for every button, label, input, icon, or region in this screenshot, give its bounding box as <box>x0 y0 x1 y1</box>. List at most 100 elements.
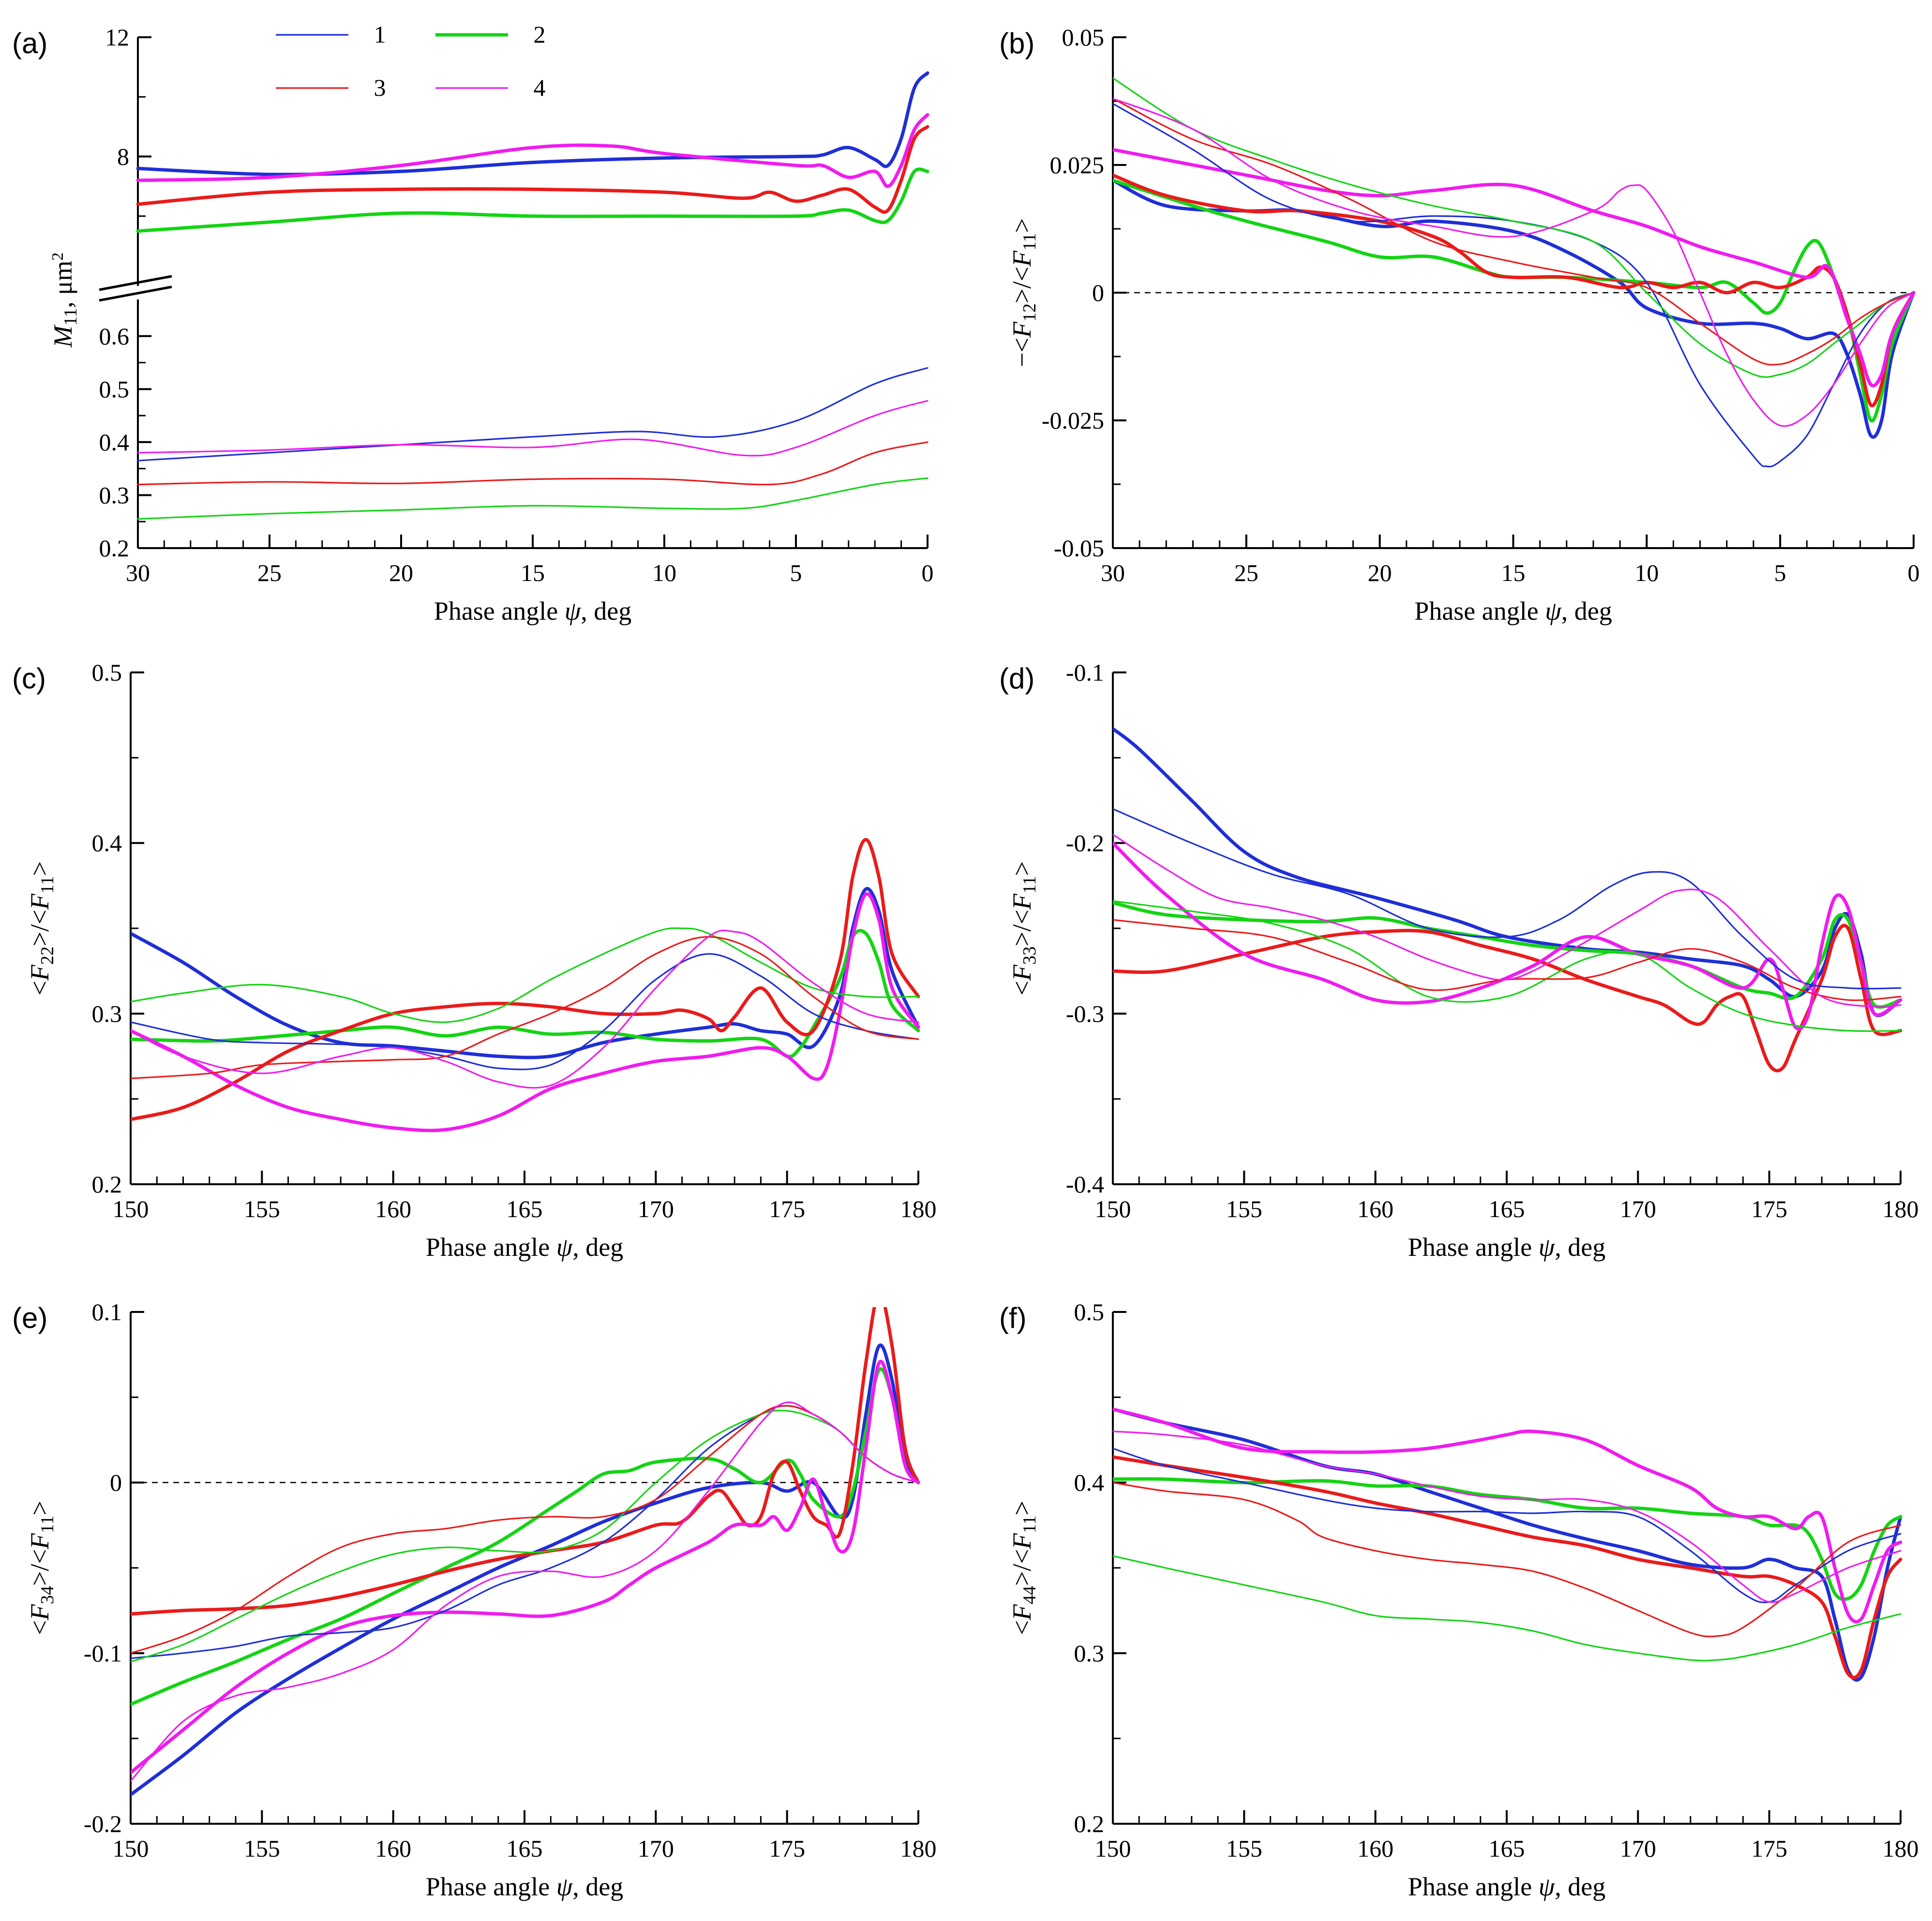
x-tick-label-b: 15 <box>1501 559 1526 586</box>
panel-d: 150 155 160 165 170 175 180 Phase angle ψ, deg -… <box>999 659 1919 1262</box>
legend-label-2: 2 <box>534 21 546 48</box>
panel-label-e: (e) <box>12 1302 47 1334</box>
x-tick-label-d: 165 <box>1489 1195 1525 1222</box>
y-tick-label-b: 0.025 <box>1050 151 1105 179</box>
x-tick-label-b: 10 <box>1634 559 1659 586</box>
series-line-f-1-thick <box>1113 1407 1902 1682</box>
y-tick-label-b: -0.05 <box>1054 535 1104 562</box>
series-line-a-2-thick <box>136 167 929 233</box>
series-line-d-1-thin <box>1113 808 1902 990</box>
series-line-f-2-thin <box>1113 1555 1902 1662</box>
y-axis-label-f: <F44>/<F11> <box>1007 1501 1040 1635</box>
legend-a: 1 2 3 4 <box>276 21 546 101</box>
x-tick-label-b: 5 <box>1774 559 1786 586</box>
x-tick-label-a: 0 <box>922 559 934 586</box>
y-axis-label-a: M11, μm2 <box>48 253 81 348</box>
series-line-e-1-thin <box>131 1405 919 1659</box>
x-tick-label-b: 0 <box>1908 559 1920 586</box>
series-line-f-3-thick <box>1113 1455 1902 1680</box>
x-tick-label-a: 20 <box>389 559 413 586</box>
series-line-d-4-thick <box>1113 841 1902 1031</box>
y-tick-label-b: 0.05 <box>1062 24 1105 51</box>
x-tick-label-c: 150 <box>113 1195 149 1222</box>
series-line-c-3-thin <box>131 936 919 1079</box>
panel-c: 150 155 160 165 170 175 180 Phase angle ψ, deg 0… <box>12 659 937 1262</box>
panel-label-f: (f) <box>999 1302 1027 1334</box>
y-tick-label-f: 0.4 <box>1074 1469 1105 1496</box>
series-line-a-3-thin <box>137 441 929 486</box>
series-line-a-4-thick <box>136 113 929 188</box>
series-line-b-4-thin <box>1113 98 1915 427</box>
series-line-b-3-thin <box>1113 98 1915 366</box>
y-tick-label-a: 8 <box>117 143 129 170</box>
panel-label-b: (b) <box>999 27 1034 60</box>
y-tick-label-e: -0.2 <box>84 1810 122 1837</box>
y-tick-label-c: 0.5 <box>92 659 122 686</box>
series-line-a-4-thin <box>137 400 929 457</box>
x-tick-label-c: 160 <box>375 1195 411 1222</box>
y-tick-label-d: -0.4 <box>1066 1171 1104 1198</box>
x-tick-label-a: 15 <box>521 559 545 586</box>
panel-label-a: (a) <box>12 27 47 60</box>
x-tick-label-f: 175 <box>1751 1835 1787 1862</box>
x-tick-label-d: 150 <box>1095 1195 1131 1222</box>
series-line-c-2-thin <box>131 927 919 1023</box>
y-axis-label-d: <F33>/<F11> <box>1007 861 1040 995</box>
series-line-f-4-thick <box>1113 1407 1902 1623</box>
series-line-c-2-thick <box>131 929 920 1058</box>
panel-e: 150 155 160 165 170 175 180 Phase angle ψ, deg 0… <box>12 1298 937 1901</box>
series-line-c-4-thin <box>131 929 919 1089</box>
y-tick-label-f: 0.3 <box>1074 1639 1105 1667</box>
x-tick-label-b: 25 <box>1234 559 1258 586</box>
x-tick-label-f: 160 <box>1357 1835 1393 1862</box>
x-tick-label-a: 10 <box>652 559 676 586</box>
y-tick-label-e: 0 <box>110 1469 122 1496</box>
series-line-a-1-thin <box>137 367 929 462</box>
y-tick-label-b: 0 <box>1092 279 1104 306</box>
series-line-f-1-thin <box>1113 1447 1902 1604</box>
x-tick-label-f: 170 <box>1620 1835 1656 1862</box>
x-tick-label-c: 165 <box>507 1195 543 1222</box>
legend-label-1: 1 <box>374 21 386 48</box>
x-tick-label-e: 170 <box>638 1835 674 1862</box>
axis-break-mark-a <box>99 275 172 291</box>
panel-b: 30 25 20 15 10 5 0 Phase angle ψ, deg 0.05 0.025 0… <box>999 24 1920 625</box>
x-tick-label-c: 170 <box>638 1195 674 1222</box>
x-tick-label-a: 25 <box>257 559 282 586</box>
x-axis-label-d: Phase angle ψ, deg <box>1408 1233 1605 1262</box>
y-tick-label-a: 0.4 <box>99 429 130 456</box>
x-tick-label-d: 160 <box>1357 1195 1393 1222</box>
series-line-c-3-thick <box>131 838 920 1121</box>
y-tick-label-d: -0.1 <box>1066 659 1104 686</box>
series-line-a-2-thin <box>137 477 929 520</box>
x-tick-label-b: 20 <box>1368 559 1392 586</box>
panel-f: 150 155 160 165 170 175 180 Phase angle ψ, deg 0… <box>999 1298 1919 1901</box>
series-line-e-4-thick <box>131 1360 920 1774</box>
x-tick-label-e: 155 <box>244 1835 280 1862</box>
y-tick-label-c: 0.2 <box>92 1171 122 1198</box>
y-tick-label-a: 0.3 <box>99 481 130 508</box>
y-tick-label-c: 0.4 <box>92 830 122 857</box>
y-axis-label-e: <F34>/<F11> <box>25 1501 58 1635</box>
x-tick-label-e: 165 <box>507 1835 543 1862</box>
x-tick-label-f: 155 <box>1226 1835 1262 1862</box>
y-tick-label-a: 12 <box>105 24 129 51</box>
y-tick-label-d: -0.3 <box>1066 1000 1104 1027</box>
series-line-e-2-thick <box>131 1367 920 1706</box>
series-line-b-2-thick <box>1113 179 1916 423</box>
series-line-b-4-thick <box>1113 148 1916 387</box>
x-tick-label-e: 175 <box>769 1835 805 1862</box>
series-line-e-1-thick <box>131 1343 920 1797</box>
x-tick-label-f: 180 <box>1883 1835 1919 1862</box>
series-line-c-1-thick <box>131 887 920 1059</box>
x-tick-label-c: 155 <box>244 1195 280 1222</box>
x-tick-label-e: 160 <box>375 1835 411 1862</box>
y-axis-label-c: <F22>/<F11> <box>25 861 58 995</box>
x-tick-label-f: 150 <box>1095 1835 1131 1862</box>
series-line-a-3-thick <box>136 125 929 214</box>
x-axis-label-a: Phase angle ψ, deg <box>434 596 631 625</box>
x-tick-label-d: 155 <box>1226 1195 1262 1222</box>
x-tick-label-a: 5 <box>790 559 802 586</box>
